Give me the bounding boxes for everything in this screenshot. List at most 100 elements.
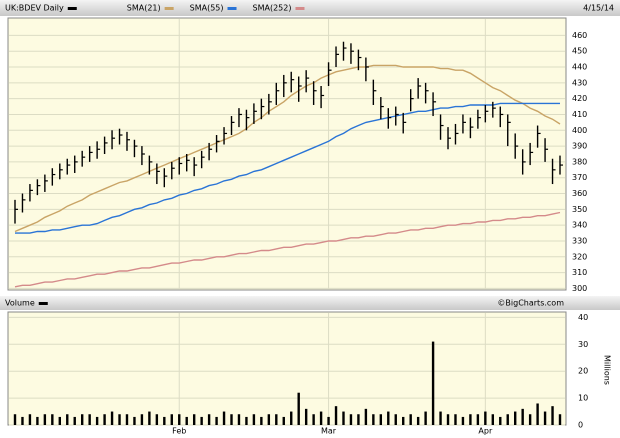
- y-tick-label: 330: [572, 236, 587, 245]
- volume-bar: [491, 414, 495, 425]
- volume-bar: [51, 414, 54, 425]
- volume-bar: [192, 414, 196, 425]
- price-panel: [7, 17, 567, 291]
- volume-bar: [446, 414, 450, 425]
- volume-bar: [13, 414, 17, 425]
- y-tick-label: 460: [572, 31, 587, 40]
- y-tick-label: 410: [572, 110, 587, 119]
- volume-bar: [454, 414, 457, 425]
- volume-bar: [260, 416, 263, 425]
- volume-bar: [521, 408, 524, 425]
- x-tick-label: Mar: [321, 427, 337, 436]
- chart-title: UK:BDEV Daily: [5, 4, 64, 13]
- y-tick-label: 350: [572, 205, 587, 214]
- volume-bar: [200, 416, 203, 425]
- volume-bar: [476, 414, 480, 425]
- volume-bar: [416, 416, 420, 425]
- y-tick-label: 440: [572, 63, 587, 72]
- volume-bar: [252, 414, 256, 425]
- y-tick-label: 450: [572, 47, 587, 56]
- legend-swatch: [67, 7, 77, 10]
- volume-bar: [21, 416, 24, 425]
- volume-bar: [461, 416, 465, 425]
- y-tick-label: 340: [572, 221, 587, 230]
- volume-bar: [394, 414, 397, 425]
- y-tick-label: 10: [578, 394, 588, 403]
- volume-bar: [185, 416, 188, 425]
- volume-bar: [245, 416, 248, 425]
- volume-bar: [334, 406, 338, 425]
- volume-bar: [484, 411, 487, 425]
- volume-bar: [28, 414, 32, 425]
- volume-bar: [103, 414, 106, 425]
- date-label: 4/15/14: [583, 4, 614, 13]
- volume-bar: [372, 414, 375, 425]
- y-tick-label: 30: [578, 340, 588, 349]
- volume-panel: [7, 311, 567, 426]
- volume-bar: [312, 414, 315, 425]
- y-tick-label: 420: [572, 94, 587, 103]
- volume-bar: [342, 411, 345, 425]
- volume-bar: [140, 414, 144, 425]
- sma-line: [14, 64, 561, 233]
- volume-bar: [215, 416, 218, 425]
- volume-axis-label: Millions: [603, 355, 612, 385]
- y-tick-label: 380: [572, 157, 587, 166]
- y-tick-label: 320: [572, 252, 587, 261]
- source-label: ©BigCharts.com: [497, 299, 564, 308]
- y-tick-label: 20: [578, 367, 588, 376]
- volume-bar: [499, 416, 502, 425]
- volume-bar: [170, 414, 173, 425]
- legend-label: SMA(252): [253, 4, 292, 13]
- volume-bar: [357, 414, 360, 425]
- volume-bar: [387, 411, 390, 425]
- volume-bar: [551, 406, 554, 425]
- volume-bar: [178, 414, 181, 425]
- y-tick-label: 360: [572, 189, 587, 198]
- volume-bar: [88, 414, 91, 425]
- volume-bar: [409, 414, 412, 425]
- volume-bar: [66, 414, 69, 425]
- volume-bar: [58, 416, 61, 425]
- volume-bar: [379, 414, 383, 425]
- volume-bar: [110, 411, 114, 425]
- volume-bar: [230, 414, 233, 425]
- y-tick-label: 370: [572, 173, 587, 182]
- volume-bar: [155, 414, 159, 425]
- volume-bar: [290, 411, 293, 425]
- legend-label: SMA(55): [190, 4, 224, 13]
- volume-bar: [222, 411, 226, 425]
- volume-bar: [133, 416, 136, 425]
- volume-bar: [304, 408, 308, 425]
- y-tick-label: 0: [578, 421, 583, 430]
- volume-bar: [125, 414, 129, 425]
- volume-bar: [43, 414, 47, 425]
- volume-title: Volume: [5, 299, 35, 308]
- volume-bar: [528, 414, 532, 425]
- volume-bar: [163, 416, 166, 425]
- volume-bar: [148, 411, 151, 425]
- volume-bar: [237, 414, 241, 425]
- sma-line: [15, 102, 560, 234]
- volume-header: [0, 296, 620, 310]
- volume-bar: [431, 341, 435, 425]
- volume-bar: [424, 411, 427, 425]
- volume-bar: [73, 416, 76, 425]
- volume-bar: [297, 392, 300, 425]
- legend-swatch: [227, 7, 237, 10]
- volume-bar: [282, 416, 285, 425]
- volume-bar: [536, 403, 539, 425]
- y-tick-label: 40: [578, 313, 588, 322]
- y-tick-label: 400: [572, 126, 587, 135]
- y-tick-label: 300: [572, 284, 587, 293]
- volume-bar: [118, 414, 121, 425]
- volume-bar: [207, 414, 211, 425]
- y-tick-label: 390: [572, 142, 587, 151]
- y-tick-label: 430: [572, 78, 587, 87]
- y-tick-label: 310: [572, 268, 587, 277]
- volume-bar: [439, 411, 442, 425]
- sma-line: [14, 211, 561, 288]
- x-tick-label: Feb: [172, 427, 186, 436]
